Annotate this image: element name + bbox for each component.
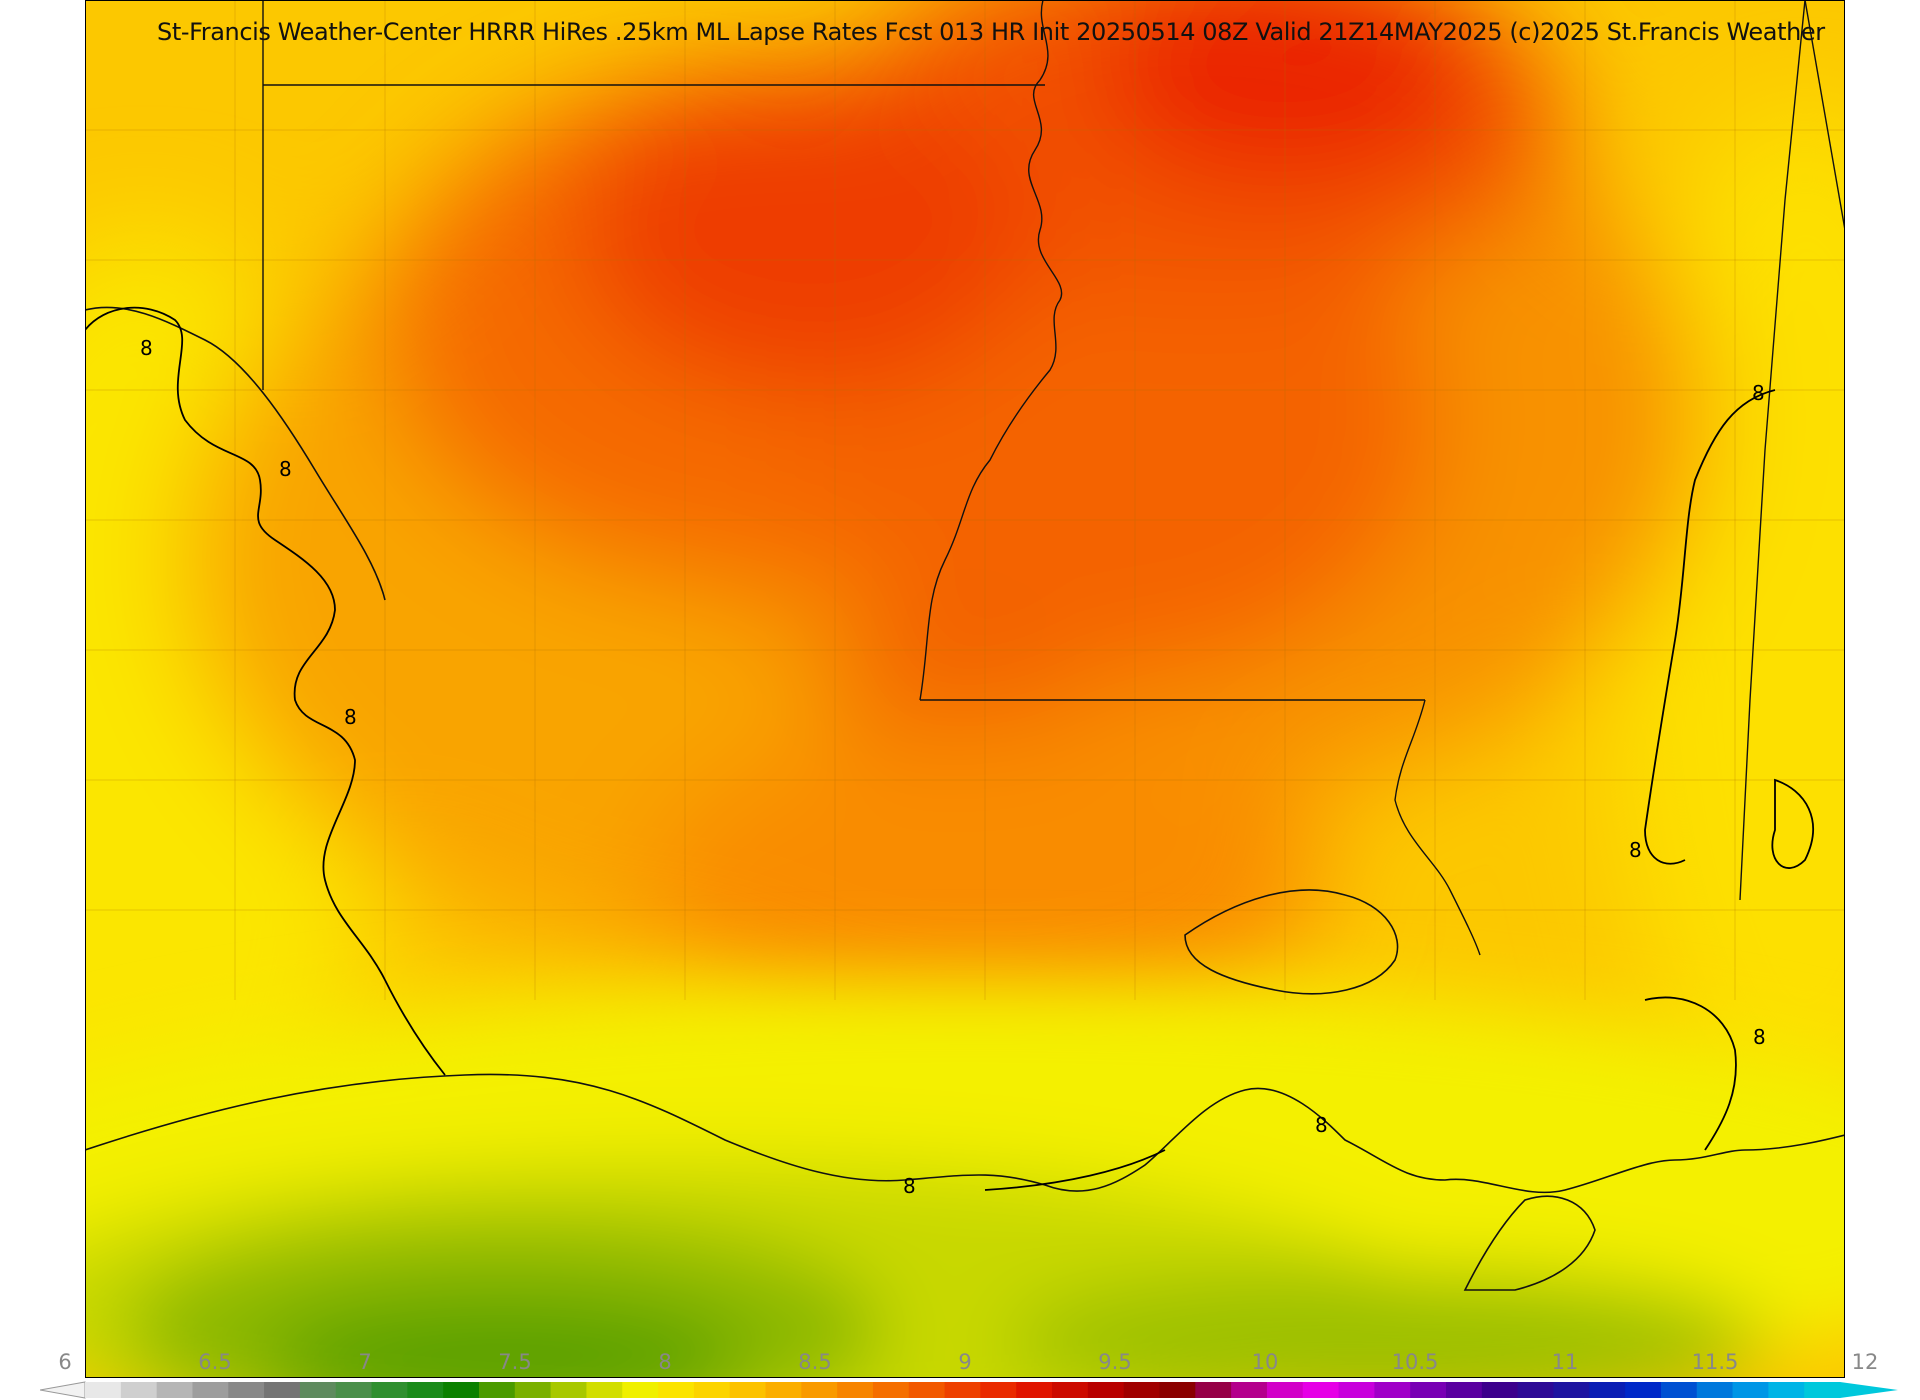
colorbar-swatch	[1696, 1382, 1734, 1398]
contour-label: 8	[1629, 838, 1642, 862]
contour-label: 8	[344, 705, 357, 729]
colorbar-tick-label: 6.5	[198, 1350, 232, 1374]
gulf-field	[85, 980, 1845, 1378]
colorbar-swatch	[837, 1382, 874, 1398]
colorbar-swatch	[1338, 1382, 1375, 1398]
colorbar-tick-label: 7.5	[498, 1350, 532, 1374]
contour-label: 8	[140, 336, 153, 360]
colorbar-swatch	[729, 1382, 767, 1398]
colorbar-swatch	[872, 1382, 910, 1398]
map-canvas: 8 8 8 8 8 8 8 8	[85, 0, 1845, 1378]
colorbar-swatch	[1553, 1382, 1590, 1398]
lapse-rate-map: 8 8 8 8 8 8 8 8	[85, 0, 1845, 1378]
contour-label: 8	[1752, 381, 1765, 405]
colorbar-swatch	[1517, 1382, 1554, 1398]
colorbar-tick-label: 7	[358, 1350, 372, 1374]
colorbar-swatch	[299, 1382, 337, 1398]
contour-label: 8	[279, 457, 292, 481]
colorbar-min-arrow	[40, 1381, 86, 1399]
colorbar-tick-label: 8	[658, 1350, 672, 1374]
colorbar-tick-label: 9	[958, 1350, 972, 1374]
colorbar-tick-label: 10.5	[1391, 1350, 1439, 1374]
colorbar-swatch	[1625, 1382, 1662, 1398]
colorbar-swatch	[1589, 1382, 1626, 1398]
colorbar-swatch	[1768, 1382, 1805, 1398]
colorbar-tick-label: 11	[1551, 1350, 1579, 1374]
lapse-rate-field	[85, 0, 1845, 1270]
colorbar-swatch	[335, 1382, 373, 1398]
colorbar-swatch	[407, 1382, 444, 1398]
colorbar-swatch	[1087, 1382, 1125, 1398]
title-clip: St-Francis Weather-Center HRRR HiRes .25…	[0, 0, 1900, 60]
contour-labels: 8 8 8 8 8 8 8 8	[140, 336, 1766, 1198]
colorbar-swatch	[1804, 1382, 1841, 1398]
colorbar-swatch	[1660, 1382, 1698, 1398]
colorbar-swatch	[228, 1382, 265, 1398]
colorbar-swatch	[1123, 1382, 1160, 1398]
colorbar-swatch	[192, 1382, 229, 1398]
colorbar-swatch	[980, 1382, 1017, 1398]
colorbar-swatch	[514, 1382, 552, 1398]
colorbar-swatch	[156, 1382, 193, 1398]
colorbar-swatch	[85, 1382, 122, 1398]
colorbar-swatch	[1195, 1382, 1232, 1398]
colorbar-swatch	[622, 1382, 659, 1398]
colorbar-swatch	[765, 1382, 802, 1398]
colorbar-tick-label: 8.5	[798, 1350, 832, 1374]
contour-label: 8	[903, 1174, 916, 1198]
colorbar-swatch	[944, 1382, 981, 1398]
state-borders	[262, 0, 1845, 956]
colorbar-tick-label: 12	[1851, 1350, 1879, 1374]
contour-lines-8	[85, 306, 1814, 1191]
colorbar-swatch	[478, 1382, 516, 1398]
colorbar-swatch	[658, 1382, 695, 1398]
colorbar-swatch	[120, 1382, 158, 1398]
colorbar-tick-label: 9.5	[1098, 1350, 1132, 1374]
colorbar-swatch	[1231, 1382, 1268, 1398]
colorbar-tick-label: 11.5	[1691, 1350, 1739, 1374]
colorbar-swatch	[1732, 1382, 1769, 1398]
colorbar-swatch	[1374, 1382, 1411, 1398]
contour-label: 8	[1753, 1025, 1766, 1049]
colorbar-swatch	[443, 1382, 480, 1398]
colorbar-swatch	[586, 1382, 623, 1398]
colorbar-swatch	[1446, 1382, 1483, 1398]
colorbar-swatch	[801, 1382, 838, 1398]
colorbar	[40, 1381, 1898, 1399]
colorbar-tick-label: 10	[1251, 1350, 1279, 1374]
colorbar-swatch	[1016, 1382, 1053, 1398]
colorbar-swatch	[908, 1382, 946, 1398]
map-title: St-Francis Weather-Center HRRR HiRes .25…	[157, 18, 1825, 46]
colorbar-swatch	[1159, 1382, 1196, 1398]
colorbar-swatch	[1481, 1382, 1519, 1398]
county-lines	[85, 0, 1845, 1000]
colorbar-swatch	[1052, 1382, 1089, 1398]
colorbar-swatch	[371, 1382, 408, 1398]
colorbar-swatch	[264, 1382, 301, 1398]
colorbar-swatch	[1410, 1382, 1447, 1398]
colorbar-swatch	[1302, 1382, 1340, 1398]
colorbar-swatch	[1266, 1382, 1304, 1398]
colorbar-max-arrow	[1840, 1382, 1898, 1398]
colorbar-swatch	[550, 1382, 587, 1398]
colorbar-tick-label: 6	[58, 1350, 72, 1374]
contour-label: 8	[1315, 1113, 1328, 1137]
coastlines	[85, 306, 1845, 1291]
colorbar-swatch	[693, 1382, 731, 1398]
